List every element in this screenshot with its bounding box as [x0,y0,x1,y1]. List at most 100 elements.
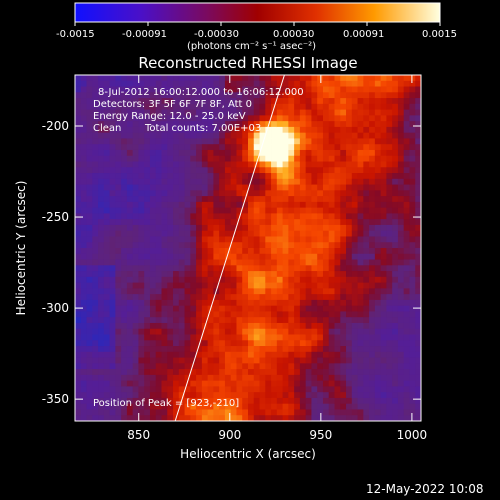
heatmap-cell [403,369,410,376]
heatmap-cell [403,178,410,185]
heatmap-cell [397,144,405,151]
heatmap-cell [219,357,226,364]
heatmap-cell [357,271,364,278]
heatmap-cell [190,248,197,255]
heatmap-cell [196,322,203,330]
heatmap-cell [86,201,93,209]
heatmap-cell [276,409,283,416]
heatmap-cell [392,109,399,116]
heatmap-cell [109,196,116,203]
heatmap-cell [138,415,145,421]
heatmap-cell [288,397,295,405]
heatmap-cell [190,242,197,249]
heatmap-cell [248,305,255,312]
heatmap-cell [369,115,376,122]
heatmap-cell [167,386,174,393]
heatmap-cell [322,173,330,180]
heatmap-cell [334,276,341,283]
heatmap-cell [276,282,283,289]
heatmap-cell [415,397,421,405]
heatmap-cell [299,184,307,191]
heatmap-cell [253,374,260,382]
heatmap-cell [374,138,382,145]
heatmap-cell [155,403,162,410]
heatmap-cell [322,282,330,289]
heatmap-cell [248,126,255,134]
heatmap-cell [288,369,295,376]
heatmap-cell [230,115,237,122]
heatmap-cell [86,115,93,122]
heatmap-cell [242,207,249,214]
heatmap-cell [386,409,393,416]
heatmap-cell [213,109,220,116]
heatmap-cell [351,351,358,358]
heatmap-cell [311,149,318,157]
heatmap-cell [213,92,220,99]
heatmap-cell [322,196,330,203]
heatmap-cell [265,236,272,243]
heatmap-cell [392,282,399,289]
heatmap-cell [80,121,87,128]
heatmap-cell [415,294,421,301]
heatmap-cell [161,363,168,370]
heatmap-cell [80,109,87,116]
heatmap-cell [149,340,157,347]
heatmap-cell [155,86,162,93]
heatmap-cell [322,103,330,110]
heatmap-cell [259,115,266,122]
heatmap-cell [392,213,399,220]
heatmap-cell [415,109,421,116]
heatmap-cell [415,86,421,93]
heatmap-cell [236,380,243,387]
heatmap-cell [213,173,220,180]
heatmap-cell [248,334,255,341]
heatmap-cell [207,392,214,399]
heatmap-cell [374,305,382,312]
heatmap-cell [363,173,370,180]
heatmap-cell [190,144,197,151]
heatmap-cell [415,369,421,376]
heatmap-cell [397,213,405,220]
heatmap-cell [161,374,168,382]
heatmap-cell [161,201,168,209]
heatmap-cell [138,397,145,405]
heatmap-cell [305,149,312,157]
heatmap-cell [276,242,283,249]
heatmap-cell [178,236,185,243]
heatmap-cell [409,236,416,243]
heatmap-cell [161,265,168,272]
heatmap-cell [126,178,134,185]
heatmap-cell [173,201,180,209]
heatmap-cell [363,161,370,168]
heatmap-cell [103,271,110,278]
heatmap-cell [299,357,307,364]
heatmap-cell [253,276,260,283]
heatmap-cell [351,282,358,289]
heatmap-cell [184,115,191,122]
heatmap-cell [109,213,116,220]
heatmap-cell [276,207,283,214]
heatmap-cell [196,409,203,416]
heatmap-cell [259,201,266,209]
heatmap-cell [288,213,295,220]
heatmap-cell [317,224,324,232]
heatmap-cell [271,282,278,289]
heatmap-cell [178,322,185,330]
heatmap-cell [282,126,289,134]
heatmap-cell [369,403,376,410]
heatmap-cell [190,121,197,128]
heatmap-cell [259,265,266,272]
heatmap-cell [190,92,197,99]
heatmap-cell [144,374,151,382]
heatmap-cell [271,305,278,312]
heatmap-cell [380,248,387,255]
heatmap-cell [334,351,341,358]
heatmap-cell [328,190,335,197]
heatmap-cell [253,299,260,307]
heatmap-cell [380,403,387,410]
heatmap-cell [334,201,341,209]
heatmap-cell [86,213,93,220]
heatmap-cell [276,259,283,266]
heatmap-cell [121,242,128,249]
heatmap-cell [80,132,87,139]
